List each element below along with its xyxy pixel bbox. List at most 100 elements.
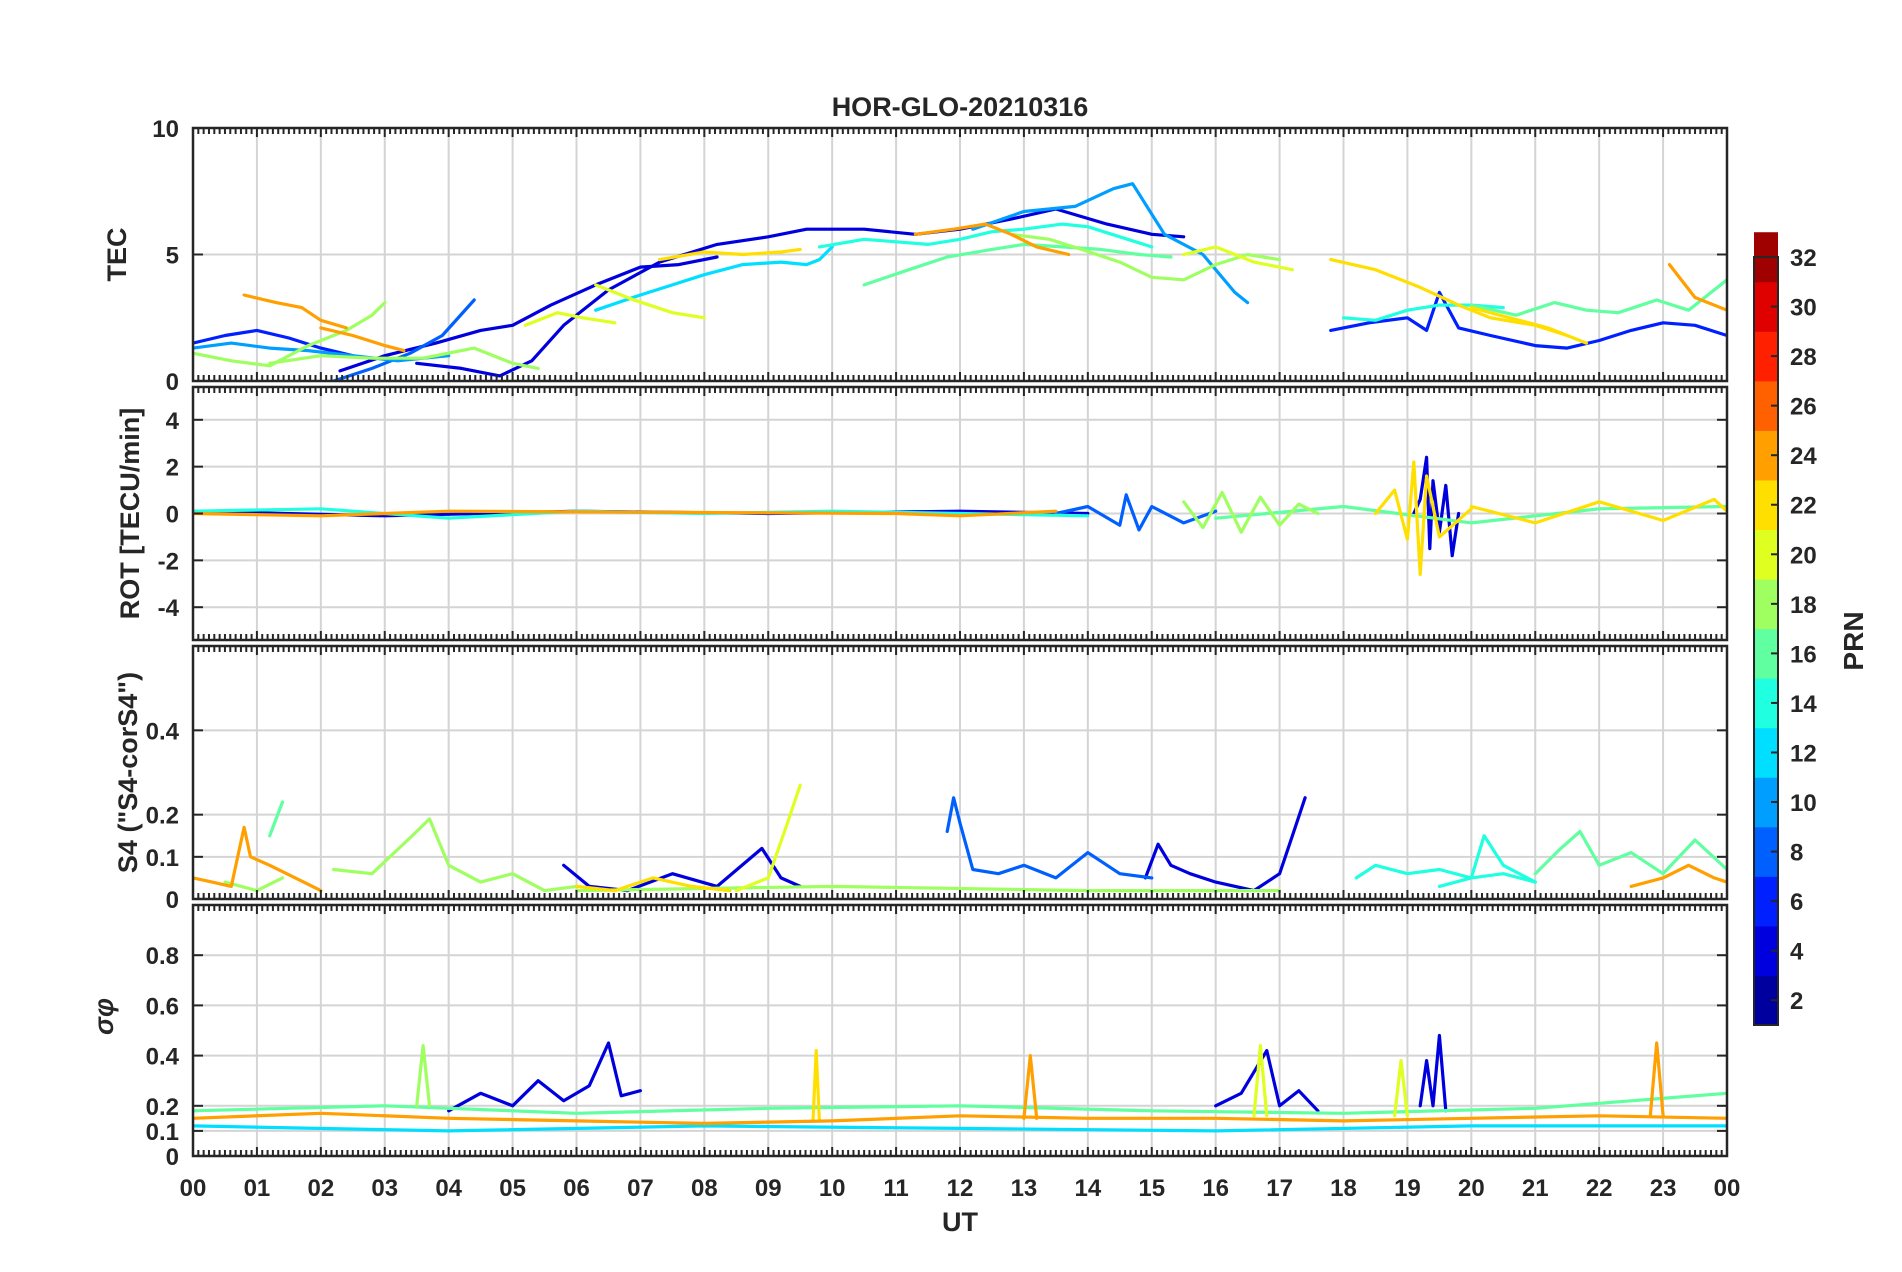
series-line-tec-prn-20-17 — [594, 283, 706, 320]
x-tick-label: 02 — [307, 1175, 334, 1202]
x-tick-label: 23 — [1650, 1175, 1677, 1202]
y-tick-label-s4: 0.2 — [146, 803, 179, 830]
series-line-tec-prn-9-5 — [971, 182, 1250, 305]
y-axis-label-tec: TEC — [102, 228, 132, 282]
series-line-sigma_phi-prn-12-3 — [193, 1124, 1727, 1133]
colorbar-tick-label: 2 — [1790, 988, 1803, 1015]
y-tick-label-sigma_phi: 0.2 — [146, 1094, 179, 1121]
colorbar-frame — [1753, 256, 1779, 1026]
series-line-s4-prn-3-1 — [1143, 796, 1307, 893]
series-group-tec — [193, 182, 1727, 381]
colorbar-tick-label: 4 — [1790, 939, 1804, 966]
series-line-tec-prn-10-6 — [193, 341, 451, 363]
x-axis-label: UT — [942, 1207, 978, 1237]
series-line-tec-prn-8-4 — [332, 298, 476, 381]
y-tick-label-sigma_phi: 0.1 — [146, 1119, 179, 1146]
series-line-sigma_phi-prn-19-6 — [1252, 1043, 1269, 1118]
x-tick-label: 12 — [947, 1175, 974, 1202]
series-line-sigma_phi-prn-24-9 — [193, 1111, 1727, 1126]
series-line-rot-prn-18-5 — [1182, 490, 1320, 534]
series-line-s4-prn-15-6 — [1533, 829, 1727, 876]
series-line-s4-prn-21-11 — [574, 876, 732, 893]
colorbar-tick-label: 14 — [1790, 691, 1817, 718]
series-line-s4-prn-13-3 — [1354, 863, 1537, 884]
x-tick-label: 18 — [1330, 1175, 1357, 1202]
series-line-sigma_phi-prn-22-8 — [811, 1048, 822, 1123]
y-axis-label-s4: S4 ("S4-corS4") — [113, 672, 143, 873]
y-tick-label-tec: 0 — [166, 369, 179, 396]
axes-frame-tec — [191, 126, 1729, 383]
series-line-tec-prn-12-7 — [594, 245, 834, 312]
series-line-tec-prn-24-23 — [913, 222, 1071, 257]
series-line-s4-prn-17-8 — [332, 817, 579, 893]
x-tick-label: 20 — [1458, 1175, 1485, 1202]
series-line-s4-prn-24-12 — [193, 825, 323, 893]
colorbar-tick-label: 12 — [1790, 740, 1817, 767]
x-tick-label: 21 — [1522, 1175, 1549, 1202]
x-tick-label: 00 — [180, 1175, 207, 1202]
x-tick-label: 06 — [563, 1175, 590, 1202]
series-line-rot-prn-21-6 — [1373, 460, 1473, 577]
x-tick-label: 11 — [883, 1175, 908, 1202]
y-tick-label-tec: 5 — [166, 243, 179, 270]
series-line-tec-prn-5-2 — [193, 328, 355, 358]
series-line-s4-prn-15-5 — [268, 800, 285, 838]
series-line-sigma_phi-prn-18-5 — [415, 1043, 432, 1108]
series-line-tec-prn-22-20 — [1469, 306, 1589, 345]
x-tick-label: 00 — [1714, 1175, 1741, 1202]
series-line-sigma_phi-prn-24-11 — [1648, 1041, 1665, 1118]
colorbar-tick-label: 26 — [1790, 394, 1817, 421]
series-line-rot-prn-16-4 — [1214, 504, 1727, 525]
y-tick-label-rot: -2 — [158, 548, 179, 575]
colorbar-tick-label: 20 — [1790, 542, 1817, 569]
x-tick-label: 07 — [627, 1175, 654, 1202]
x-tick-label: 22 — [1586, 1175, 1613, 1202]
colorbar-label: PRN — [1838, 611, 1869, 670]
series-line-sigma_phi-prn-4-2 — [1418, 1033, 1448, 1113]
series-line-s4-prn-24-13 — [1629, 863, 1727, 889]
colorbar-tick-label: 24 — [1790, 443, 1817, 470]
colorbar-tick-label: 16 — [1790, 641, 1817, 668]
x-tick-label: 03 — [371, 1175, 398, 1202]
series-line-rot-prn-24-8 — [193, 509, 1058, 518]
series-line-rot-prn-8-2 — [1054, 493, 1218, 532]
series-line-sigma_phi-prn-20-7 — [1392, 1058, 1410, 1118]
series-line-sigma_phi-prn-24-10 — [1022, 1053, 1039, 1120]
series-line-tec-prn-23-21 — [319, 326, 406, 353]
series-line-tec-prn-3-0 — [338, 255, 719, 373]
colorbar-tick-label: 30 — [1790, 295, 1817, 322]
series-line-sigma_phi-prn-3-1 — [1214, 1048, 1320, 1113]
series-line-tec-prn-21-18 — [657, 247, 802, 262]
y-tick-label-s4: 0 — [166, 887, 179, 914]
colorbar-tick-label: 6 — [1790, 889, 1803, 916]
y-tick-label-rot: 2 — [166, 455, 179, 482]
series-line-tec-prn-17-12 — [193, 301, 387, 368]
series-line-tec-prn-24-22 — [242, 293, 348, 330]
series-line-tec-prn-15-10 — [1469, 278, 1727, 317]
x-tick-label: 15 — [1138, 1175, 1165, 1202]
axes-frame-s4 — [191, 644, 1729, 901]
series-line-sigma_phi-prn-3-0 — [447, 1041, 643, 1113]
colorbar-tick-label: 10 — [1790, 790, 1817, 817]
series-line-tec-prn-6-3 — [1329, 290, 1727, 350]
series-line-sigma_phi-prn-15-4 — [193, 1091, 1727, 1115]
series-line-tec-prn-4-1 — [415, 207, 1186, 378]
y-tick-label-rot: 4 — [166, 408, 180, 435]
series-group-sigma_phi — [193, 1033, 1727, 1133]
y-tick-label-sigma_phi: 0 — [166, 1144, 179, 1171]
y-tick-label-sigma_phi: 0.6 — [146, 993, 179, 1020]
x-axis: 00 01 02 03 04 05 06 07 08 09 10 11 12 13 14 15 16 17 18 19… — [180, 1175, 1741, 1202]
colorbar-tick-label: 28 — [1790, 344, 1817, 371]
series-line-tec-prn-17-13 — [1009, 232, 1282, 282]
series-line-rot-prn-4-1 — [1412, 455, 1461, 558]
y-tick-label-s4: 0.4 — [146, 718, 180, 745]
panel-sigma_phi: 00.10.2 0.4 0.6 0.8 σφ — [89, 903, 1729, 1171]
panel-s4: 0 0.1 0.2 0.4S4 ("S4-corS4") — [113, 644, 1729, 914]
colorbar-tick-label: 22 — [1790, 493, 1817, 520]
axes-frame-sigma_phi — [191, 903, 1729, 1158]
series-line-s4-prn-14-4 — [1437, 834, 1537, 889]
x-tick-label: 14 — [1074, 1175, 1101, 1202]
series-line-tec-prn-19-16 — [1182, 245, 1295, 272]
series-line-rot-prn-22-7 — [1469, 497, 1727, 525]
